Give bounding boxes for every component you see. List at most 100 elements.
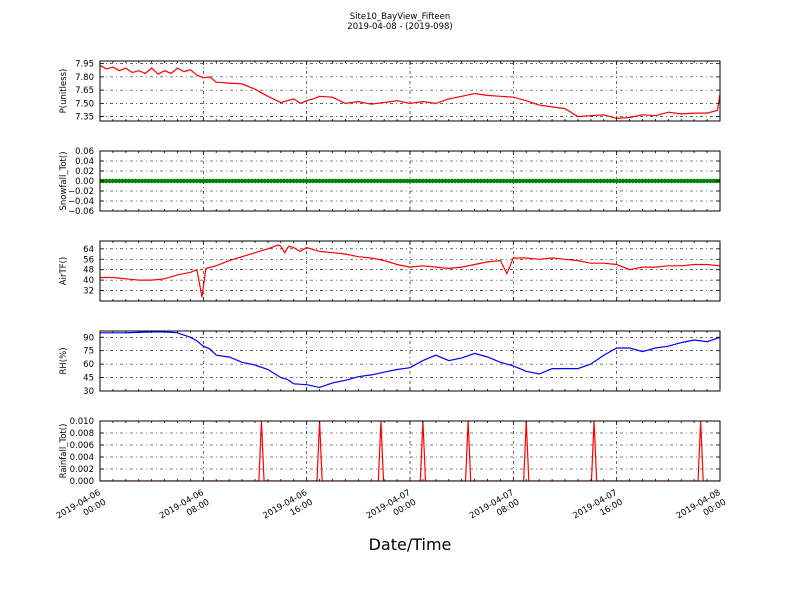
data-point [514,178,519,184]
data-point [527,178,532,184]
y-tick-label: 60 [83,360,94,370]
data-point [249,178,254,184]
series-line [100,64,720,120]
data-point [691,178,697,184]
chart-subtitle: 2019-04-08 - (2019-098) [347,22,452,32]
data-point [588,178,594,184]
data-point [239,178,245,184]
data-point [120,178,125,184]
y-tick-label: 0.06 [75,147,94,157]
y-tick-label: 7.65 [75,86,94,96]
data-point [440,178,445,184]
data-point [540,178,545,184]
y-tick-label: 0.00 [75,177,94,187]
data-point [459,178,464,184]
data-point [436,178,442,184]
data-point [204,178,209,184]
data-point [288,178,293,184]
y-tick-label: 32 [83,287,94,297]
data-point [646,178,652,184]
data-point [317,178,322,184]
data-point [585,178,590,184]
data-point [430,178,435,184]
data-point [617,178,623,184]
data-point [511,178,516,184]
y-tick-label: 7.95 [75,60,94,70]
data-point [423,178,429,184]
data-point [152,178,158,184]
data-point [624,178,629,184]
data-point [659,178,665,184]
data-point [252,178,258,184]
data-point [569,178,574,184]
data-point [462,178,468,184]
data-point [336,178,342,184]
series-group [100,64,720,120]
data-point [107,178,112,184]
data-point [398,178,403,184]
data-point [207,178,212,184]
y-tick-label: 7.35 [75,113,94,123]
data-point [420,178,426,184]
data-point [268,178,274,184]
data-point [139,178,145,184]
y-axis-label: Rainfall_Tot() [59,424,69,479]
data-point [536,178,542,184]
y-axis-label: P(unitless) [59,69,69,114]
data-point [465,178,471,184]
data-point [698,178,703,184]
data-point [333,178,338,184]
data-point [194,178,200,184]
data-point [327,178,332,184]
data-point [575,178,581,184]
x-tick-label: 2019-04-0608:00 [158,488,211,531]
data-point [472,178,477,184]
data-point [704,178,710,184]
series-group [100,421,720,481]
data-point [143,178,148,184]
data-point [453,178,458,184]
data-point [669,178,674,184]
y-tick-label: 45 [83,374,94,384]
data-point [272,178,277,184]
data-point [388,178,393,184]
data-point [469,178,474,184]
data-point [485,178,490,184]
data-point [662,178,668,184]
panels: 7.957.807.657.507.35P(unitless)0.060.040… [59,60,721,487]
data-point [356,178,361,184]
data-point [482,178,487,184]
data-point [630,178,636,184]
data-point [649,178,655,184]
data-point [233,178,238,184]
data-point [504,178,510,184]
data-point [572,178,577,184]
data-point [175,178,180,184]
data-point [165,178,171,184]
data-point [595,178,600,184]
data-point [417,178,422,184]
y-tick-label: 30 [83,387,94,397]
data-point [611,178,616,184]
x-tick-label: 2019-04-0708:00 [468,488,521,531]
data-point [475,178,481,184]
series-group [100,178,720,184]
data-point [656,178,661,184]
data-point [275,178,280,184]
data-point [323,178,329,184]
data-point [446,178,451,184]
data-point [549,178,555,184]
data-point [113,178,119,184]
data-point [507,178,513,184]
data-point [675,178,681,184]
data-point [530,178,535,184]
data-point [501,178,506,184]
data-point [285,178,290,184]
data-point [494,178,500,184]
data-point [620,178,626,184]
y-tick-label: 7.80 [75,73,94,83]
x-tick-labels: 2019-04-0600:00 2019-04-0608:00 2019-04-06… [55,488,728,531]
y-tick-label: 0.02 [75,167,94,177]
panel-1: 7.95 7.80 7.65 7.50 7.35 P(unitless) [59,60,721,123]
